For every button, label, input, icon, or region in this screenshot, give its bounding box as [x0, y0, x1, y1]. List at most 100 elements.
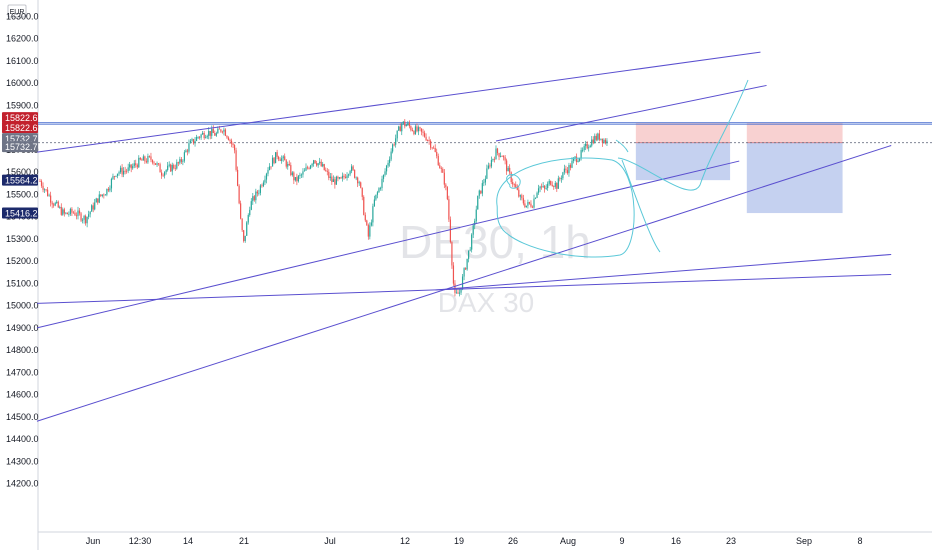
candle-body — [399, 126, 401, 132]
candle-body — [455, 292, 458, 294]
candle-body — [433, 147, 435, 149]
trendlines[interactable] — [36, 51, 892, 422]
candle-body — [423, 132, 426, 137]
candle-body — [255, 191, 257, 201]
trendline[interactable] — [36, 160, 740, 329]
candle-body — [173, 164, 175, 169]
candle-body — [565, 168, 567, 171]
candle-body — [422, 131, 424, 133]
trendline[interactable] — [36, 145, 892, 422]
candle-body — [206, 135, 208, 138]
take-profit-zone[interactable] — [635, 142, 731, 181]
y-tick-label: 15500.0 — [6, 189, 39, 199]
candle-body — [503, 156, 505, 158]
candle-body — [47, 189, 49, 196]
candle-body — [45, 189, 47, 191]
candle-body — [148, 156, 151, 157]
candle-body — [77, 210, 79, 216]
candle-body — [507, 167, 509, 172]
candle-body — [313, 160, 315, 165]
freehand-oval — [496, 157, 635, 258]
candle-body — [192, 139, 195, 144]
candle-body — [542, 185, 544, 187]
candle-body — [101, 194, 103, 196]
candle-body — [229, 140, 231, 141]
candle-body — [252, 196, 254, 202]
candle-body — [279, 159, 281, 161]
candle-body — [63, 209, 65, 214]
candle-body — [480, 190, 482, 194]
candle-body — [250, 201, 252, 210]
trendline[interactable] — [36, 273, 892, 304]
candle-body — [171, 164, 173, 172]
candle-body — [253, 196, 255, 201]
candle-body — [410, 126, 412, 131]
candle-body — [314, 160, 316, 164]
candlestick-series[interactable] — [39, 119, 608, 297]
trendline[interactable] — [495, 84, 767, 142]
candle-body — [384, 171, 386, 175]
candle-body — [358, 182, 360, 184]
candle-body — [129, 164, 131, 168]
candle-body — [387, 162, 389, 166]
trendline[interactable] — [36, 51, 761, 153]
candle-body — [483, 182, 485, 184]
position-tools[interactable] — [635, 122, 843, 214]
price-badge-text: 15564.2 — [5, 175, 38, 185]
candle-body — [404, 121, 406, 127]
stop-loss-zone[interactable] — [746, 122, 843, 143]
candle-body — [212, 128, 214, 134]
candle-body — [56, 201, 58, 203]
stop-loss-zone[interactable] — [635, 122, 731, 143]
y-tick-label: 15300.0 — [6, 234, 39, 244]
price-scale[interactable] — [0, 0, 38, 550]
candle-body — [62, 209, 64, 215]
candle-body — [197, 136, 199, 138]
candle-body — [439, 165, 441, 169]
candle-body — [595, 135, 597, 140]
candle-body — [113, 176, 116, 177]
y-tick-label: 15600.0 — [6, 167, 39, 177]
candle-body — [157, 163, 160, 165]
currency-text: EUR — [10, 9, 25, 16]
x-axis-labels: Jun 12:30 14 21 Jul 12 19 26 Aug 9 16 23 Sep 8 — [86, 536, 863, 546]
candle-body — [448, 199, 450, 220]
candle-body — [434, 147, 436, 152]
trendline[interactable] — [435, 253, 892, 291]
x-tick-label: 12 — [400, 536, 410, 546]
candle-body — [375, 194, 377, 200]
candle-body — [57, 201, 59, 208]
watermark-name: DAX 30 — [438, 287, 535, 318]
candle-body — [431, 147, 433, 149]
candle-body — [275, 152, 277, 164]
candle-body — [91, 205, 93, 212]
candle-body — [493, 158, 496, 160]
candle-body — [97, 198, 99, 203]
candle-body — [580, 150, 582, 158]
candle-body — [83, 215, 85, 220]
candle-body — [249, 209, 251, 216]
candle-body — [98, 194, 100, 203]
candle-body — [161, 172, 163, 176]
candle-body — [227, 137, 230, 141]
candle-body — [177, 162, 179, 164]
freehand-drawings[interactable] — [496, 79, 749, 258]
candle-body — [106, 188, 108, 195]
take-profit-zone[interactable] — [746, 142, 843, 214]
candle-body — [291, 172, 293, 176]
candle-body — [554, 182, 556, 187]
candle-body — [442, 168, 444, 173]
candle-body — [183, 152, 185, 161]
candle-body — [445, 184, 447, 188]
candle-body — [323, 164, 325, 171]
y-tick-label: 14700.0 — [6, 367, 39, 377]
candle-body — [521, 195, 523, 199]
candle-body — [43, 189, 46, 191]
candle-body — [355, 177, 357, 179]
candle-body — [81, 219, 84, 221]
candle-body — [302, 171, 304, 175]
candle-body — [299, 174, 301, 176]
candle-body — [335, 176, 337, 185]
candle-body — [104, 194, 106, 196]
